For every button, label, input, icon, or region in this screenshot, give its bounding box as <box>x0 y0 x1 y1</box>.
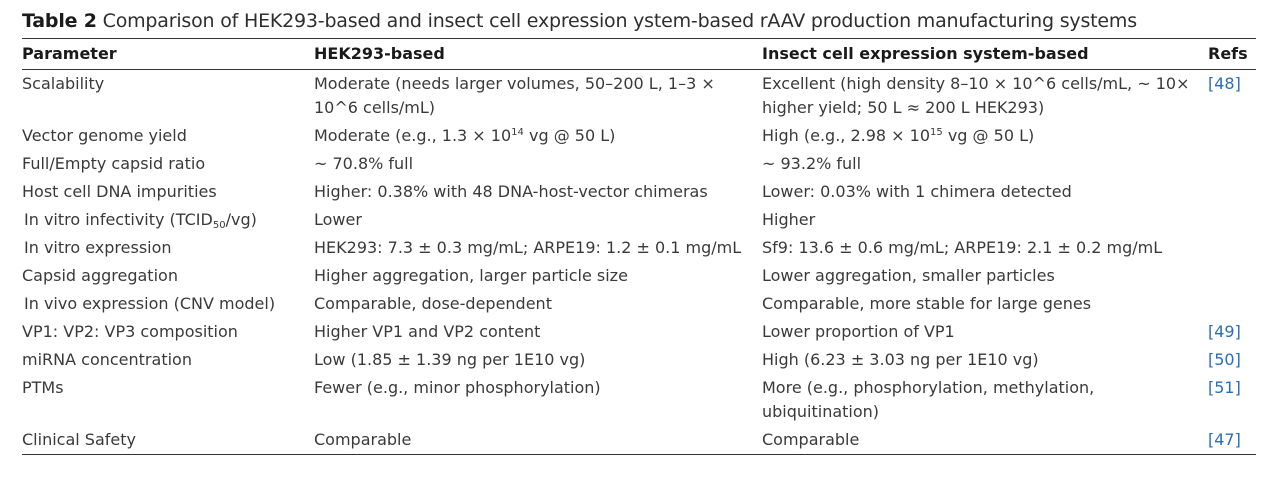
cell-insect: Lower aggregation, smaller particles <box>762 266 1055 285</box>
table-label: Table 2 <box>22 10 97 32</box>
cell-parameter: Clinical Safety <box>22 430 136 449</box>
cell-insect: Higher <box>762 210 816 229</box>
cell-parameter: In vitro expression <box>24 238 172 257</box>
cell-insect: Comparable, more stable for large genes <box>762 294 1092 313</box>
cell-insect: Comparable <box>762 430 860 449</box>
cell-hek293: Higher: 0.38% with 48 DNA-host-vector ch… <box>314 182 708 201</box>
cell-insect: Lower: 0.03% with 1 chimera detected <box>762 182 1072 201</box>
table-row: VP1: VP2: VP3 composition Higher VP1 and… <box>22 318 1256 346</box>
reference-link[interactable]: [49] <box>1208 322 1241 341</box>
cell-parameter: miRNA concentration <box>22 350 192 369</box>
table-caption: Table 2 Comparison of HEK293-based and i… <box>22 8 1258 34</box>
table-row: Vector genome yield Moderate (e.g., 1.3 … <box>22 122 1256 150</box>
comparison-table: Parameter HEK293-based Insect cell expre… <box>22 38 1256 455</box>
cell-parameter: VP1: VP2: VP3 composition <box>22 322 238 341</box>
table-row: Clinical Safety Comparable Comparable [4… <box>22 426 1256 455</box>
table-row: Host cell DNA impurities Higher: 0.38% w… <box>22 178 1256 206</box>
cell-hek293: Lower <box>314 210 362 229</box>
cell-hek293: Higher aggregation, larger particle size <box>314 266 628 285</box>
reference-link[interactable]: [50] <box>1208 350 1241 369</box>
cell-parameter: Full/Empty capsid ratio <box>22 154 206 173</box>
cell-insect: High (6.23 ± 3.03 ng per 1E10 vg) <box>762 350 1039 369</box>
cell-hek293: Moderate (e.g., 1.3 × 1014 vg @ 50 L) <box>314 126 616 145</box>
header-parameter: Parameter <box>22 44 117 63</box>
header-insect: Insect cell expression system-based <box>762 44 1089 63</box>
cell-parameter: In vitro infectivity (TCID50/vg) <box>24 210 257 231</box>
cell-parameter: Vector genome yield <box>22 126 187 145</box>
cell-hek293: Higher VP1 and VP2 content <box>314 322 541 341</box>
cell-insect: More (e.g., phosphorylation, methylation… <box>762 378 1095 421</box>
cell-insect: Excellent (high density 8–10 × 10^6 cell… <box>762 74 1190 117</box>
table-row: Scalability Moderate (needs larger volum… <box>22 70 1256 123</box>
cell-hek293: HEK293: 7.3 ± 0.3 mg/mL; ARPE19: 1.2 ± 0… <box>314 238 742 257</box>
table-row: Full/Empty capsid ratio ~ 70.8% full ~ 9… <box>22 150 1256 178</box>
cell-parameter: Scalability <box>22 74 105 93</box>
cell-parameter: Host cell DNA impurities <box>22 182 217 201</box>
cell-hek293: Moderate (needs larger volumes, 50–200 L… <box>314 74 715 117</box>
header-refs: Refs <box>1208 44 1248 63</box>
reference-link[interactable]: [51] <box>1208 378 1241 397</box>
cell-parameter: PTMs <box>22 378 64 397</box>
table-row: Capsid aggregation Higher aggregation, l… <box>22 262 1256 290</box>
cell-hek293: Fewer (e.g., minor phosphorylation) <box>314 378 601 397</box>
table-row: In vitro expression HEK293: 7.3 ± 0.3 mg… <box>22 234 1256 262</box>
table-row: In vivo expression (CNV model) Comparabl… <box>22 290 1256 318</box>
cell-insect: Lower proportion of VP1 <box>762 322 955 341</box>
cell-hek293: Comparable <box>314 430 412 449</box>
table-container: Table 2 Comparison of HEK293-based and i… <box>22 8 1258 455</box>
table-row: In vitro infectivity (TCID50/vg) Lower H… <box>22 206 1256 234</box>
table-row: miRNA concentration Low (1.85 ± 1.39 ng … <box>22 346 1256 374</box>
cell-insect: High (e.g., 2.98 × 1015 vg @ 50 L) <box>762 126 1035 145</box>
table-row: PTMs Fewer (e.g., minor phosphorylation)… <box>22 374 1256 426</box>
cell-hek293: Comparable, dose-dependent <box>314 294 552 313</box>
cell-parameter: In vivo expression (CNV model) <box>24 294 276 313</box>
reference-link[interactable]: [47] <box>1208 430 1241 449</box>
header-hek293: HEK293-based <box>314 44 445 63</box>
header-row: Parameter HEK293-based Insect cell expre… <box>22 38 1256 70</box>
cell-insect: Sf9: 13.6 ± 0.6 mg/mL; ARPE19: 2.1 ± 0.2… <box>762 238 1163 257</box>
table-title: Comparison of HEK293-based and insect ce… <box>102 10 1137 32</box>
reference-link[interactable]: [48] <box>1208 74 1241 93</box>
cell-hek293: ~ 70.8% full <box>314 154 414 173</box>
cell-insect: ~ 93.2% full <box>762 154 862 173</box>
cell-hek293: Low (1.85 ± 1.39 ng per 1E10 vg) <box>314 350 586 369</box>
cell-parameter: Capsid aggregation <box>22 266 178 285</box>
